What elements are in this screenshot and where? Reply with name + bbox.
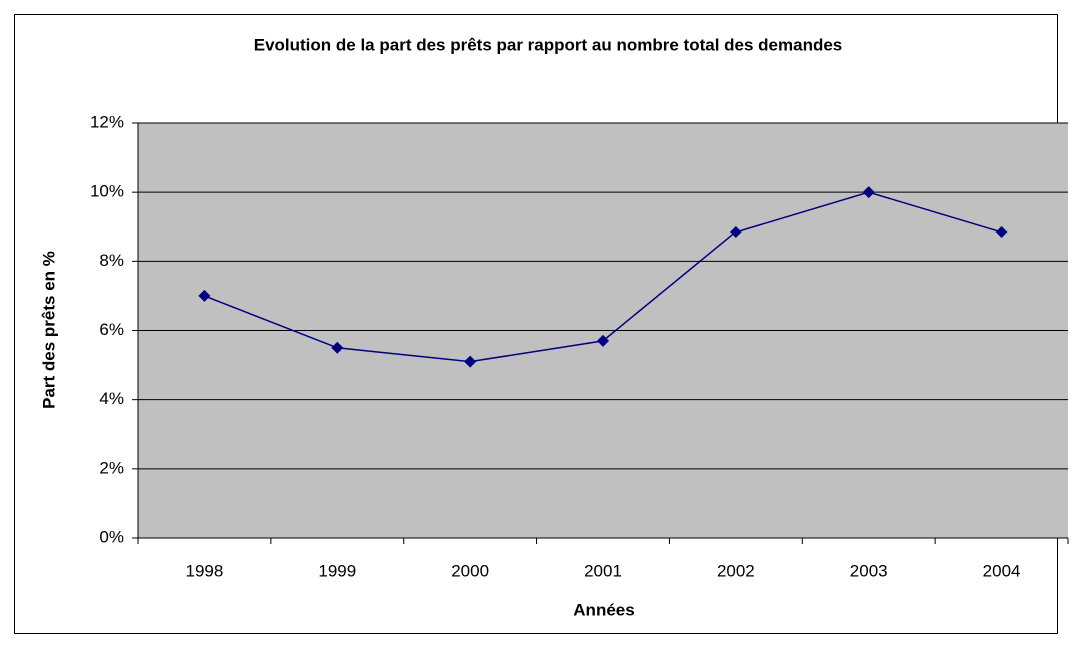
marker: [995, 225, 1008, 238]
y-tick-label: 4%: [99, 389, 124, 408]
y-tick-label: 10%: [90, 182, 124, 201]
y-tick-label: 6%: [99, 320, 124, 339]
x-tick-label: 1999: [318, 561, 356, 580]
x-tick-label: 1998: [186, 561, 224, 580]
y-axis-label: Part des prêts en %: [39, 251, 58, 409]
marker: [597, 334, 609, 347]
y-tick-label: 0%: [99, 527, 124, 546]
x-tick-label: 2001: [584, 561, 622, 580]
y-tick-label: 12%: [90, 112, 124, 131]
marker: [729, 225, 742, 238]
x-tick-label: 2002: [717, 561, 755, 580]
x-axis-label: Années: [573, 600, 634, 619]
x-tick-label: 2003: [850, 561, 888, 580]
x-tick-label: 2000: [451, 561, 489, 580]
marker: [464, 355, 477, 368]
y-tick-label: 8%: [99, 251, 124, 270]
marker: [331, 341, 344, 354]
y-tick-label: 2%: [99, 458, 124, 477]
x-tick-label: 2004: [983, 561, 1021, 580]
marker: [198, 289, 211, 302]
chart-title: Evolution de la part des prêts par rappo…: [254, 35, 843, 54]
marker: [862, 186, 875, 199]
